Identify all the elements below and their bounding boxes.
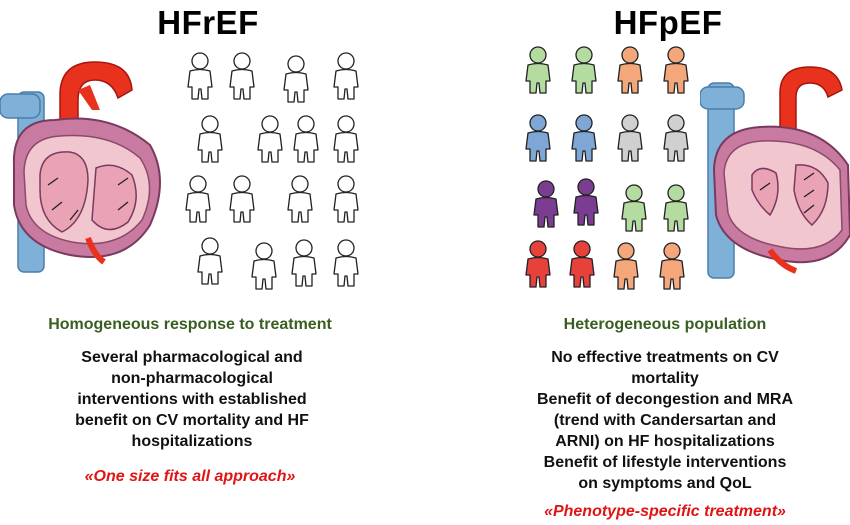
hfpef-title: HFpEF	[613, 4, 723, 41]
hfref-line: interventions with established	[77, 391, 307, 408]
person-figure	[287, 175, 313, 223]
hfpef-line: ARNI) on HF hospitalizations	[555, 433, 775, 450]
right-heart-illustration	[700, 66, 850, 279]
person-figure	[197, 237, 223, 285]
person-figure	[333, 115, 359, 163]
hfref-line: hospitalizations	[131, 433, 253, 450]
person-figure	[333, 175, 359, 223]
hfref-description: Several pharmacological and non-pharmaco…	[0, 347, 392, 452]
person-figure	[185, 175, 211, 223]
person-figure	[229, 175, 255, 223]
person-figure	[571, 46, 597, 94]
hfref-line: non-pharmacological	[111, 370, 273, 387]
hfpef-line: on symptoms and QoL	[578, 475, 752, 492]
hfpef-line: Benefit of lifestyle interventions	[543, 454, 787, 471]
person-figure	[525, 46, 551, 94]
person-figure	[613, 242, 639, 290]
hfref-subheading: Homogeneous response to treatment	[48, 316, 332, 333]
person-figure	[525, 240, 551, 288]
person-figure	[533, 180, 559, 228]
person-figure	[663, 114, 689, 162]
person-figure	[251, 242, 277, 290]
person-figure	[333, 52, 359, 100]
hfpef-description: No effective treatments on CV mortality …	[465, 347, 850, 494]
left-heart-illustration	[0, 61, 161, 273]
hfref-tagline: «One size fits all approach»	[84, 468, 296, 485]
person-figure	[663, 46, 689, 94]
hfref-line: benefit on CV mortality and HF	[75, 412, 309, 429]
person-figure	[569, 240, 595, 288]
person-figure	[659, 242, 685, 290]
hfpef-line: No effective treatments on CV	[551, 349, 779, 366]
person-figure	[291, 239, 317, 287]
hfref-title: HFrEF	[157, 4, 259, 41]
person-figure	[663, 184, 689, 232]
homogeneous-people-grid	[185, 52, 359, 290]
person-figure	[197, 115, 223, 163]
person-figure	[187, 52, 213, 100]
person-figure	[573, 178, 599, 226]
hfpef-subheading: Heterogeneous population	[563, 316, 767, 333]
person-figure	[229, 52, 255, 100]
person-figure	[617, 114, 643, 162]
hfref-line: Several pharmacological and	[81, 349, 303, 366]
hfpef-tagline: «Phenotype-specific treatment»	[544, 503, 786, 520]
person-figure	[571, 114, 597, 162]
hfpef-line: mortality	[631, 370, 699, 387]
person-figure	[617, 46, 643, 94]
heterogeneous-people-grid	[525, 46, 689, 290]
hfpef-line: (trend with Candersartan and	[553, 412, 777, 429]
person-figure	[621, 184, 647, 232]
person-figure	[257, 115, 283, 163]
person-figure	[293, 115, 319, 163]
person-figure	[283, 55, 309, 103]
hfpef-line: Benefit of decongestion and MRA	[537, 391, 793, 408]
person-figure	[333, 239, 359, 287]
person-figure	[525, 114, 551, 162]
